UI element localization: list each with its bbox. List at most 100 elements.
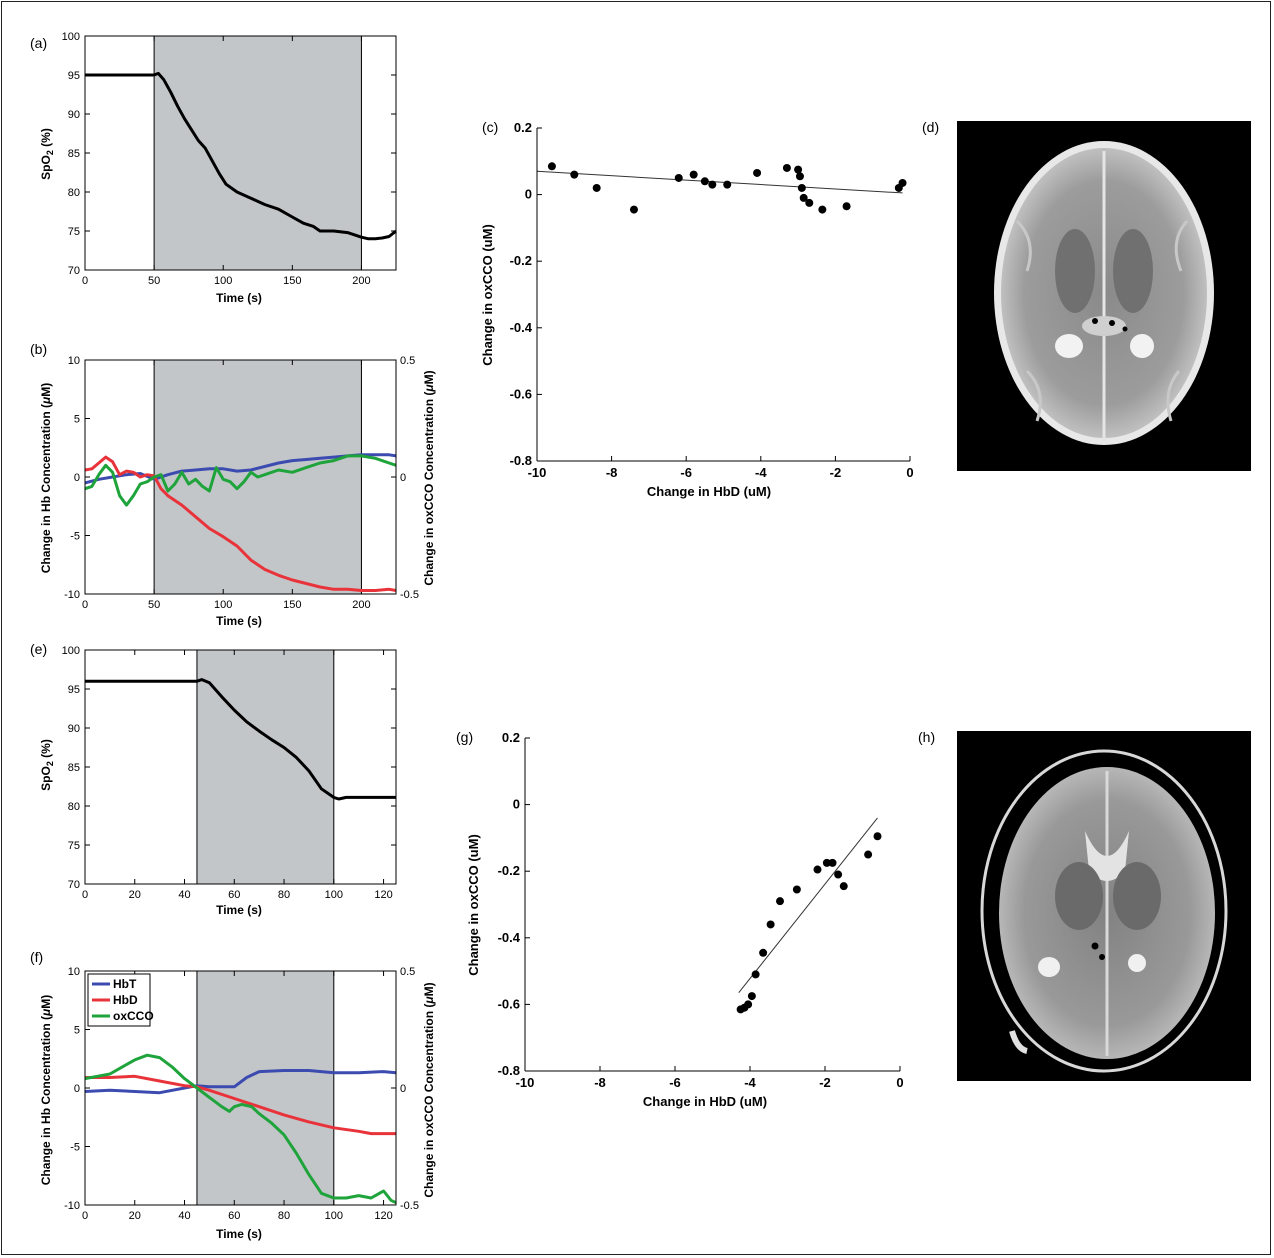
x-tick-label: -10 xyxy=(528,465,547,480)
data-point xyxy=(747,992,756,1001)
x-tick-label: 120 xyxy=(374,889,392,901)
data-point xyxy=(818,205,827,214)
y-tick-label: 80 xyxy=(68,187,80,199)
y-tick-label: -0.8 xyxy=(510,453,532,468)
data-point xyxy=(570,170,579,179)
panel-c-xlabel: Change in HbD (uM) xyxy=(647,484,771,499)
x-tick-label: 150 xyxy=(283,275,301,287)
panel-f-xlabel: Time (s) xyxy=(216,1227,262,1241)
x-tick-label: -4 xyxy=(744,1075,756,1090)
data-point xyxy=(751,970,760,979)
panel-e-ylabel: SpO2 (%) xyxy=(39,739,55,791)
x-tick-label: 100 xyxy=(325,889,343,901)
x-tick-label: 50 xyxy=(148,599,160,611)
y-tick-label: 80 xyxy=(68,801,80,813)
data-point xyxy=(723,180,732,189)
mri-brain-d xyxy=(994,141,1214,445)
y-tick-label: 0.2 xyxy=(514,120,532,135)
y-tick-label: -0.8 xyxy=(498,1063,520,1078)
data-point xyxy=(799,193,808,202)
y2-tick-label: 0 xyxy=(400,1083,406,1095)
axes-box xyxy=(84,359,397,595)
panel-e-xlabel: Time (s) xyxy=(216,903,262,917)
data-point xyxy=(898,178,907,187)
y-tick-label: 0 xyxy=(74,472,80,484)
panel-label-c: (c) xyxy=(482,119,498,135)
chart-a: 0 50 100 150 200 70 75 80 85 90 95 100 xyxy=(62,31,397,287)
x-tick-label: 60 xyxy=(228,889,240,901)
x-tick-label: -6 xyxy=(680,465,692,480)
chart-b: 0 50 100 150 200 -10 -5 0 5 10 -0.5 0 0.5 xyxy=(64,355,419,611)
y-tick-label: 95 xyxy=(68,684,80,696)
y2-tick-label: 0.5 xyxy=(400,355,415,367)
legend-label-HbT: HbT xyxy=(113,977,137,991)
mri-brain-h xyxy=(980,749,1228,1073)
x-tick-label: -10 xyxy=(516,1075,535,1090)
data-point xyxy=(873,832,882,841)
x-tick-label: 100 xyxy=(325,1210,343,1222)
data-point xyxy=(782,163,791,172)
y-tick-label: 75 xyxy=(68,840,80,852)
data-point xyxy=(547,162,556,171)
data-point xyxy=(700,177,709,186)
panel-label-f: (f) xyxy=(30,949,43,965)
y-tick-label: 10 xyxy=(68,966,80,978)
data-point xyxy=(689,170,698,179)
shaded-interval xyxy=(153,35,362,271)
y-tick-label: -5 xyxy=(70,531,80,543)
panel-b-ylabel-left: Change in Hb Concentration (μM) xyxy=(39,383,53,574)
y-tick-label: 70 xyxy=(68,265,80,277)
data-point xyxy=(753,168,762,177)
panel-label-b: (b) xyxy=(30,341,47,357)
x-tick-label: 200 xyxy=(352,275,370,287)
y-tick-label: 100 xyxy=(62,645,80,657)
y-tick-label: -10 xyxy=(64,589,80,601)
y-tick-label: -0.4 xyxy=(498,930,521,945)
chart-c: -10 -8 -6 -4 -2 0 -0.8 -0.6 -0.4 -0.2 0 0.2 xyxy=(510,120,914,480)
y-tick-label: -0.2 xyxy=(510,253,532,268)
axes-box xyxy=(84,35,397,271)
x-tick-label: 0 xyxy=(82,889,88,901)
series-line-HbT xyxy=(84,1069,397,1095)
x-tick-label: 150 xyxy=(283,599,301,611)
y-tick-label: 85 xyxy=(68,762,80,774)
x-tick-label: 50 xyxy=(148,275,160,287)
panel-label-g: (g) xyxy=(456,729,473,745)
data-point xyxy=(629,205,638,214)
y-tick-label: 90 xyxy=(68,723,80,735)
axes-box xyxy=(84,970,397,1206)
y2-tick-label: -0.5 xyxy=(400,589,419,601)
panel-f-ylabel-left: Change in Hb Concentration (μM) xyxy=(39,995,53,1186)
y-tick-label: 0.2 xyxy=(502,730,520,745)
data-point xyxy=(839,882,848,891)
x-tick-label: 80 xyxy=(278,1210,290,1222)
panel-a-xlabel: Time (s) xyxy=(216,291,262,305)
x-tick-label: 0 xyxy=(82,275,88,287)
data-point xyxy=(864,850,873,859)
y2-tick-label: 0.5 xyxy=(400,966,415,978)
x-tick-label: 40 xyxy=(178,1210,190,1222)
data-point xyxy=(805,198,814,207)
y-tick-label: 0 xyxy=(525,187,532,202)
y-tick-label: -0.6 xyxy=(498,996,520,1011)
y-tick-label: 0 xyxy=(74,1083,80,1095)
x-tick-label: -6 xyxy=(669,1075,681,1090)
data-point xyxy=(794,165,803,174)
y-tick-label: 5 xyxy=(74,414,80,426)
series-line-spo2 xyxy=(85,71,397,241)
x-tick-label: 0 xyxy=(82,1210,88,1222)
fit-line xyxy=(536,170,903,194)
series-line-spo2 xyxy=(85,678,396,801)
y-tick-label: 95 xyxy=(68,70,80,82)
y-tick-label: 5 xyxy=(74,1025,80,1037)
x-tick-label: 20 xyxy=(129,889,141,901)
x-tick-label: -4 xyxy=(755,465,767,480)
data-point xyxy=(834,870,843,879)
series-line-oxCCO xyxy=(84,454,397,507)
y-tick-label: 100 xyxy=(62,31,80,43)
y-tick-label: -10 xyxy=(64,1200,80,1212)
y-tick-label: 85 xyxy=(68,148,80,160)
x-tick-label: -8 xyxy=(594,1075,606,1090)
